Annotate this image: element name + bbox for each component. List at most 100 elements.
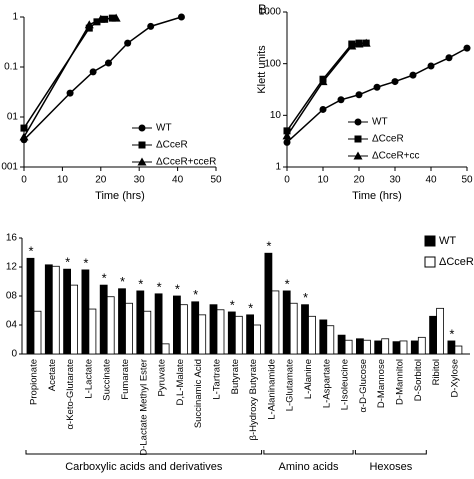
y-tick-label: 12	[6, 262, 18, 273]
legend-label: ΔCceR	[372, 134, 404, 145]
series-line	[286, 47, 468, 143]
y-tick-label: 1	[12, 12, 18, 23]
bar	[81, 269, 90, 355]
y-tick-label: 10	[270, 110, 282, 121]
significance-marker: *	[28, 244, 33, 259]
series-line	[23, 17, 117, 138]
x-tick-label: α-Keto-Glutarate	[65, 359, 76, 429]
x-tick-label: Ribitol	[431, 359, 442, 385]
group-bracket	[25, 450, 263, 455]
bar	[44, 264, 53, 355]
x-tick-label: Fumarate	[120, 359, 131, 400]
x-tick-label: β-Hydroxy Butyrate	[248, 359, 259, 441]
bar	[26, 257, 35, 355]
y-tick-label: 100	[264, 58, 281, 69]
x-tick-label: D-Xylose	[449, 359, 460, 398]
legend-marker	[354, 118, 362, 126]
point	[282, 131, 292, 140]
point	[319, 105, 327, 113]
bar	[264, 252, 273, 355]
group-bracket	[263, 450, 354, 455]
significance-marker: *	[193, 287, 198, 302]
bar	[319, 319, 328, 355]
legend-label: ΔCceR	[439, 256, 474, 268]
x-tick-label: D,L-Malate	[175, 359, 186, 405]
bar	[51, 265, 60, 355]
bar	[410, 340, 419, 355]
x-tick-label: Succinamic Acid	[193, 359, 204, 428]
bar	[271, 290, 280, 355]
bar	[246, 314, 255, 355]
point	[283, 127, 291, 135]
x-axis-label: Time (hrs)	[352, 190, 402, 202]
x-tick-label: 30	[389, 175, 401, 186]
significance-marker: *	[303, 290, 308, 305]
legend-label: WT	[372, 117, 388, 128]
bar	[289, 302, 298, 355]
bar	[447, 340, 456, 355]
point	[89, 68, 97, 76]
significance-marker: *	[65, 255, 70, 270]
significance-marker: *	[285, 276, 290, 291]
x-tick-label: D-Sorbitol	[413, 359, 424, 401]
series-line	[23, 16, 182, 141]
bar	[234, 315, 243, 355]
bar	[417, 336, 426, 355]
x-tick-label: α-D-Glucose	[358, 359, 369, 413]
significance-marker: *	[175, 281, 180, 296]
bar	[154, 293, 163, 355]
point	[347, 41, 357, 50]
bar	[362, 339, 371, 355]
legend-swatch	[424, 235, 436, 247]
bar	[88, 308, 97, 355]
x-axis-label: Time (hrs)	[95, 190, 145, 202]
x-tick-label: 0	[21, 175, 27, 186]
bar	[436, 307, 445, 355]
bar	[179, 304, 188, 355]
bar	[198, 314, 207, 355]
legend-marker	[354, 135, 362, 143]
point	[427, 62, 435, 70]
legend-label: ΔCceR+cceR	[156, 157, 216, 168]
x-tick-label: Succinate	[102, 359, 113, 401]
bar	[216, 309, 225, 355]
x-tick-label: L-Isoleucine	[340, 359, 351, 410]
bar	[355, 338, 364, 355]
x-tick-label: D-Lactate Methyl Ester	[138, 359, 149, 456]
point	[318, 77, 328, 86]
bar	[253, 324, 262, 355]
bar	[344, 339, 353, 355]
legend-marker	[138, 124, 146, 132]
y-tick-label: 08	[6, 291, 18, 302]
point	[355, 91, 363, 99]
y-tick-label: 001	[1, 162, 18, 173]
bar	[125, 302, 133, 355]
bar	[172, 295, 181, 355]
bar	[63, 268, 71, 355]
bar	[399, 340, 408, 355]
legend-label: WT	[156, 123, 172, 134]
x-tick-label: L-Tartrate	[212, 359, 223, 400]
y-tick-label: 01	[7, 112, 19, 123]
bar	[99, 284, 108, 355]
significance-marker: *	[230, 297, 235, 312]
significance-marker: *	[266, 239, 271, 254]
point	[463, 44, 471, 52]
x-tick-label: 20	[95, 175, 107, 186]
bar	[70, 284, 78, 355]
point	[84, 20, 94, 29]
bar	[454, 345, 463, 355]
bar	[136, 290, 145, 355]
x-tick-label: Butyrate	[230, 359, 241, 394]
y-tick-label: 16	[6, 233, 18, 244]
panel-title: B.	[258, 1, 270, 16]
significance-marker: *	[102, 271, 107, 286]
bar	[118, 288, 126, 355]
bar	[282, 290, 291, 355]
y-tick-label: 1000	[259, 7, 282, 18]
point	[361, 38, 371, 47]
bar	[429, 315, 438, 355]
point	[66, 89, 74, 97]
series-line	[23, 17, 113, 129]
